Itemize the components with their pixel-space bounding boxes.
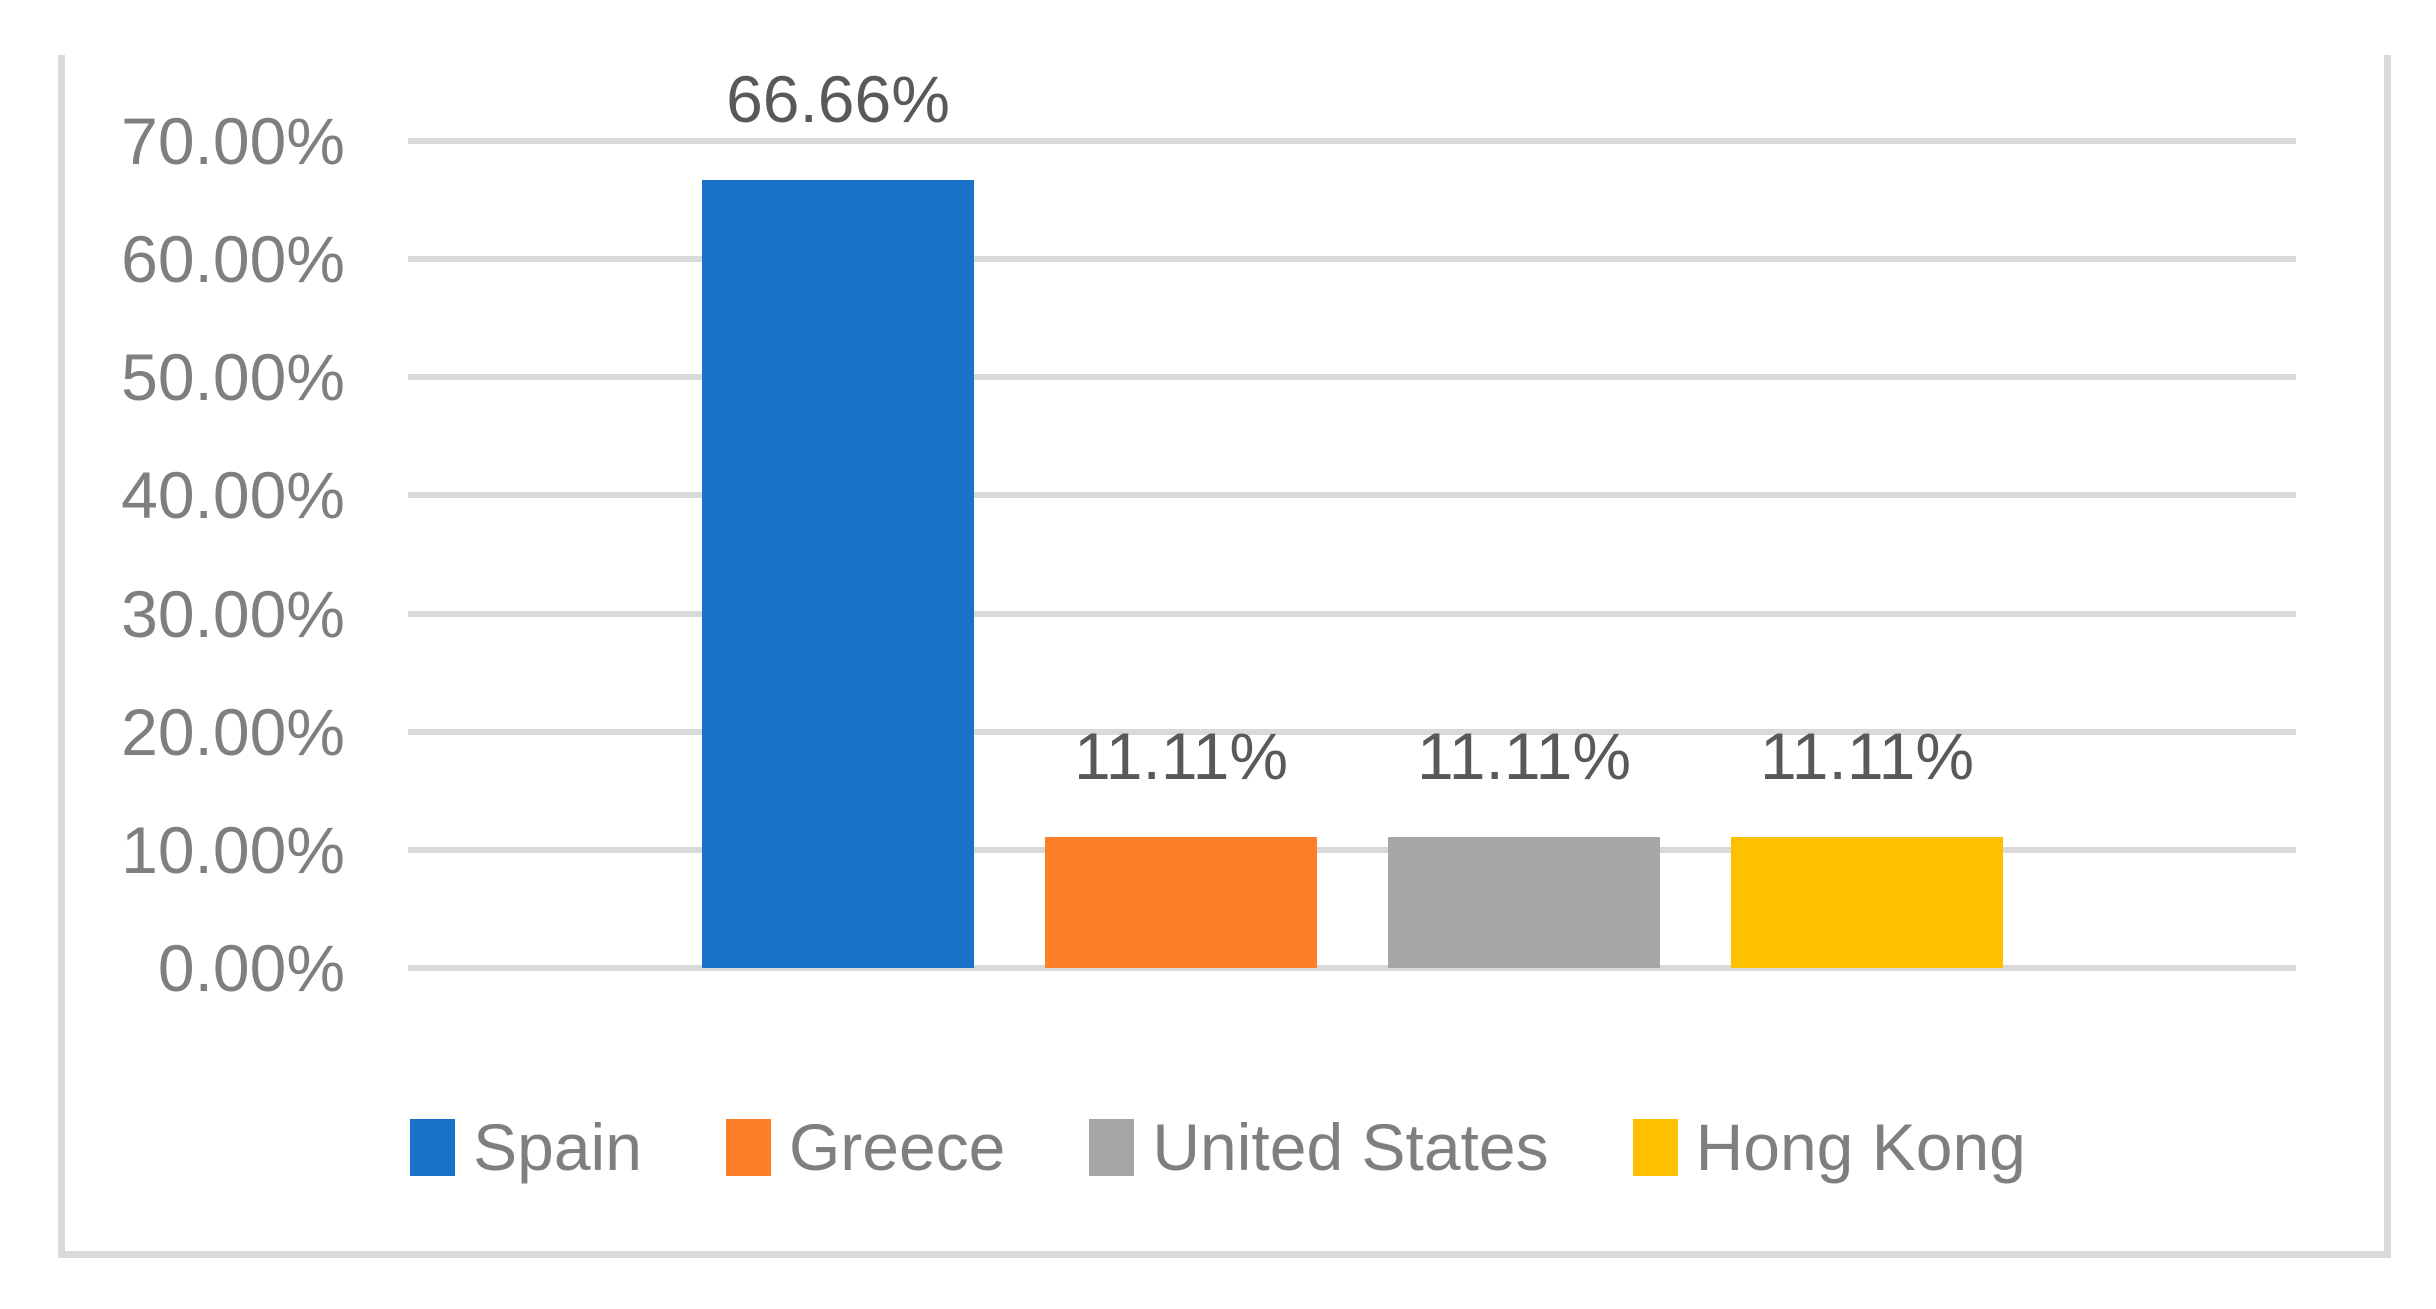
gridline-70-00- [408, 138, 2296, 144]
legend-label-united-states: United States [1152, 1110, 1549, 1184]
gridline-10-00- [408, 846, 2296, 853]
legend-item-greece: Greece [725, 1109, 1006, 1185]
y-axis-tick-label: 50.00% [121, 340, 345, 415]
y-axis-tick-label: 20.00% [121, 694, 345, 769]
y-axis-tick-label: 40.00% [121, 458, 345, 533]
y-axis-tick-label: 70.00% [121, 104, 345, 178]
legend-item-hong-kong: Hong Kong [1632, 1109, 2026, 1185]
legend-item-united-states: United States [1089, 1109, 1549, 1185]
legend-swatch-hong-kong [1632, 1118, 1678, 1176]
bar-greece [1045, 836, 1317, 968]
chart-frame-left-border [58, 55, 65, 1258]
legend-item-spain: Spain [410, 1109, 642, 1185]
legend-swatch-greece [725, 1118, 771, 1176]
bar-hong-kong [1731, 836, 2003, 968]
chart-legend: Spain Greece United States Hong Kong [0, 1110, 2436, 1184]
y-axis-tick-label: 10.00% [121, 812, 345, 887]
gridline-50-00- [408, 374, 2296, 381]
y-axis-tick-label: 60.00% [121, 222, 345, 297]
legend-label-hong-kong: Hong Kong [1695, 1110, 2026, 1184]
gridline-30-00- [408, 610, 2296, 617]
y-axis-tick-label: 30.00% [121, 576, 345, 651]
gridline-40-00- [408, 492, 2296, 499]
y-axis-tick-label: 0.00% [157, 931, 345, 1005]
chart-frame-right-border [2384, 55, 2391, 1258]
data-label-hong-kong: 11.11% [1759, 718, 1975, 793]
gridline-0-00- [408, 965, 2296, 971]
data-label-greece: 11.11% [1073, 718, 1289, 793]
chart-frame-bottom-border [58, 1251, 2391, 1258]
legend-swatch-united-states [1089, 1118, 1135, 1176]
bar-united-states [1388, 836, 1660, 968]
gridline-60-00- [408, 256, 2296, 263]
legend-swatch-spain [410, 1118, 456, 1176]
gridline-20-00- [408, 728, 2296, 735]
data-label-spain: 66.66% [726, 62, 950, 137]
legend-label-greece: Greece [788, 1110, 1006, 1184]
data-label-united-states: 11.11% [1416, 718, 1632, 793]
legend-label-spain: Spain [473, 1110, 642, 1184]
bar-spain [702, 180, 974, 968]
